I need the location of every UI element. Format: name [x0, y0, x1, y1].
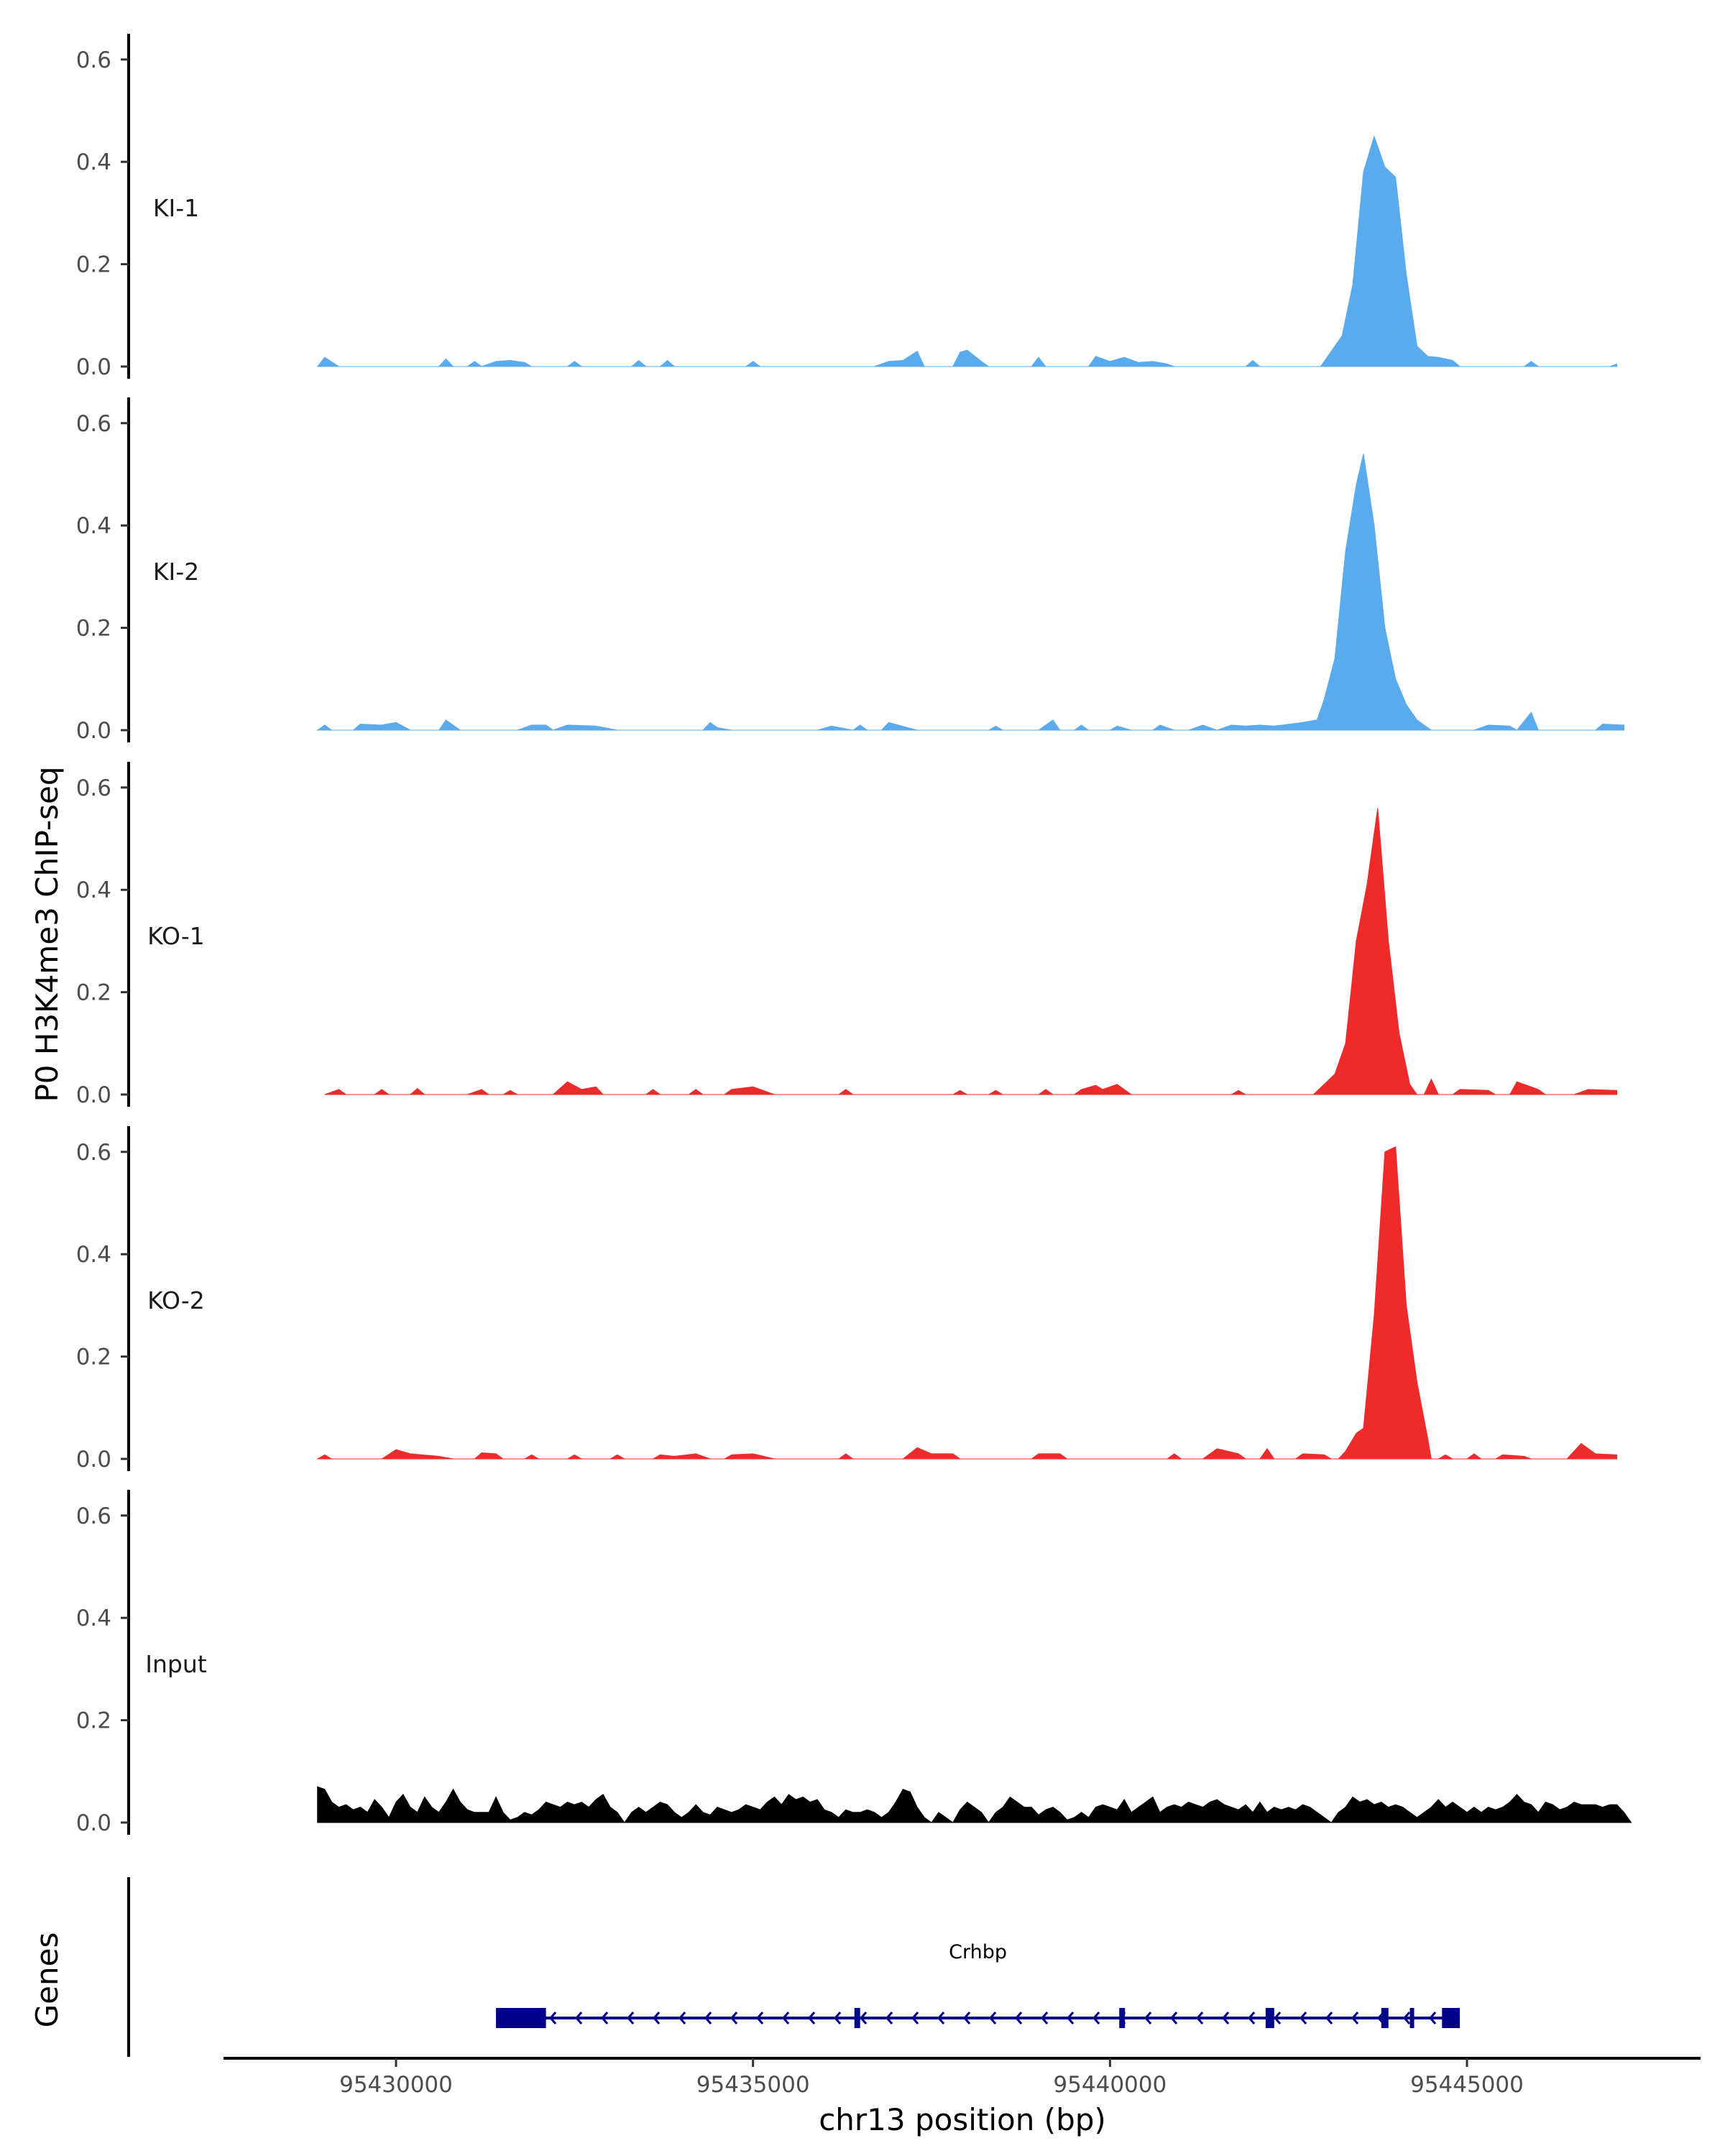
- y-tick-label-ko-2-0: 0.0: [76, 1447, 111, 1473]
- gene-strand-chevron: [1351, 2012, 1359, 2024]
- gene-strand-chevron: [1429, 2012, 1437, 2024]
- gene-strand-chevron: [627, 2012, 635, 2024]
- gene-exon-2: [1119, 2008, 1126, 2028]
- y-tick-label-ki-2-1: 0.2: [76, 616, 111, 642]
- gene-strand-chevron: [1144, 2012, 1152, 2024]
- area-ko-2: [316, 1146, 1618, 1460]
- gene-exon-0: [496, 2008, 546, 2028]
- gene-strand-chevron: [756, 2012, 764, 2024]
- gene-strand-chevron: [1067, 2012, 1075, 2024]
- gene-strand-chevron: [963, 2012, 971, 2024]
- genes-axis-title: Genes: [29, 1932, 65, 2028]
- y-tick-label-ko-2-1: 0.2: [76, 1345, 111, 1370]
- y-tick-label-input-3: 0.6: [76, 1503, 111, 1529]
- y-axis-title: P0 H3K4me3 ChIP-seq: [29, 766, 65, 1102]
- gene-strand-chevron: [989, 2012, 997, 2024]
- y-tick-label-input-1: 0.2: [76, 1708, 111, 1734]
- gene-strand-chevron: [730, 2012, 738, 2024]
- x-axis: 95430000 95435000 95440000 95445000: [224, 2057, 1701, 2098]
- gene-strand-chevron: [937, 2012, 945, 2024]
- gene-strand-chevron: [653, 2012, 661, 2024]
- x-tick-label-2: 95440000: [1053, 2072, 1167, 2098]
- gene-strand-chevron: [1248, 2012, 1256, 2024]
- track-ki-2: 0.0 0.2 0.4 0.6 KI-2: [76, 397, 1624, 744]
- area-ki-1: [316, 134, 1618, 367]
- y-tick-label-ki-2-2: 0.4: [76, 513, 111, 539]
- gene-exon-5: [1409, 2008, 1414, 2028]
- track-ki-1: 0.0 0.2 0.4 0.6 KI-1: [76, 34, 1618, 380]
- y-tick-label-ko-1-1: 0.2: [76, 980, 111, 1006]
- gene-exon-3: [1265, 2008, 1274, 2028]
- y-tick-label-ki-2-3: 0.6: [76, 411, 111, 437]
- gene-label: Crhbp: [949, 1941, 1007, 1963]
- gene-strand-chevron: [1092, 2012, 1100, 2024]
- track-ko-2: 0.0 0.2 0.4 0.6 KO-2: [76, 1126, 1618, 1473]
- gene-exon-6: [1442, 2008, 1460, 2028]
- gene-exon-4: [1381, 2008, 1389, 2028]
- track-label-ko-2: KO-2: [147, 1286, 205, 1314]
- gene-strand-chevron: [1015, 2012, 1023, 2024]
- genes-track: Genes Crhbp: [29, 1877, 1460, 2057]
- y-tick-label-ki-2-0: 0.0: [76, 718, 111, 744]
- gene-strand-chevron: [549, 2012, 557, 2024]
- gene-strand-chevron: [911, 2012, 919, 2024]
- area-ko-1: [324, 808, 1618, 1095]
- x-tick-label-0: 95430000: [339, 2072, 453, 2098]
- x-tick-label-1: 95435000: [696, 2072, 810, 2098]
- gene-strand-chevron: [1325, 2012, 1333, 2024]
- area-input: [317, 1786, 1632, 1823]
- track-label-ko-1: KO-1: [147, 922, 205, 950]
- gene-strand-chevron: [678, 2012, 686, 2024]
- gene-strand-chevron: [704, 2012, 712, 2024]
- y-tick-label-ko-1-0: 0.0: [76, 1082, 111, 1108]
- y-tick-label-input-2: 0.4: [76, 1606, 111, 1631]
- gene-exon-1: [854, 2008, 860, 2028]
- gene-strand-chevron: [834, 2012, 842, 2024]
- track-label-ki-1: KI-1: [153, 194, 199, 222]
- y-tick-label-ki-1-2: 0.4: [76, 149, 111, 175]
- gene-strand-chevron: [1274, 2012, 1282, 2024]
- gene-strand-chevron: [782, 2012, 790, 2024]
- track-label-input: Input: [145, 1650, 207, 1678]
- gene-strand-chevron: [1403, 2012, 1411, 2024]
- gene-strand-chevron: [601, 2012, 609, 2024]
- y-tick-label-ko-2-3: 0.6: [76, 1140, 111, 1166]
- gene-strand-chevron: [808, 2012, 816, 2024]
- gene-strand-chevron: [1222, 2012, 1230, 2024]
- y-tick-label-ki-1-0: 0.0: [76, 354, 111, 380]
- gene-strand-chevron: [1196, 2012, 1204, 2024]
- gene-strand-chevron: [1300, 2012, 1307, 2024]
- y-tick-label-ko-1-2: 0.4: [76, 877, 111, 903]
- x-tick-label-3: 95445000: [1410, 2072, 1524, 2098]
- x-axis-title: chr13 position (bp): [819, 2102, 1106, 2137]
- y-tick-label-input-0: 0.0: [76, 1810, 111, 1836]
- y-tick-label-ko-1-3: 0.6: [76, 775, 111, 801]
- track-input: 0.0 0.2 0.4 0.6 Input: [76, 1490, 1632, 1836]
- gene-strand-chevron: [1041, 2012, 1049, 2024]
- gene-strand-chevron: [1170, 2012, 1178, 2024]
- y-tick-label-ki-1-1: 0.2: [76, 252, 111, 278]
- gene-strand-chevron: [575, 2012, 583, 2024]
- y-tick-label-ko-2-2: 0.4: [76, 1242, 111, 1268]
- track-ko-1: 0.0 0.2 0.4 0.6 KO-1: [76, 762, 1618, 1108]
- gene-strand-chevron: [860, 2012, 868, 2024]
- gene-strand-chevron: [886, 2012, 893, 2024]
- area-ki-2: [316, 453, 1624, 731]
- track-label-ki-2: KI-2: [153, 558, 199, 586]
- y-tick-label-ki-1-3: 0.6: [76, 47, 111, 73]
- tracks-group: 0.00.20.40.6KI-10.00.20.40.6KI-20.00.20.…: [76, 34, 1632, 1836]
